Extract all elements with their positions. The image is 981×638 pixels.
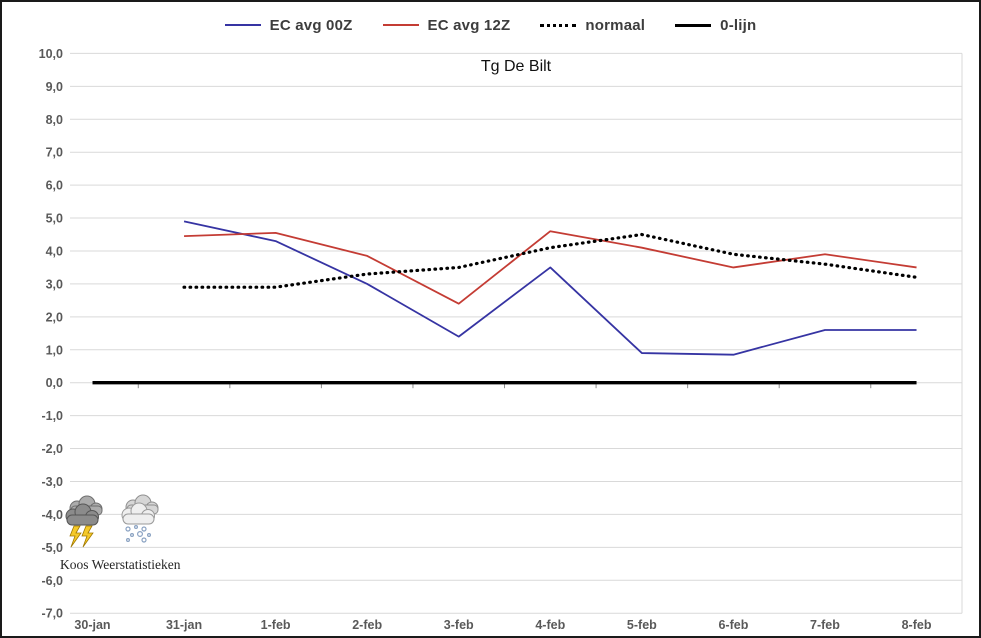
legend-item-ec-avg-00z: EC avg 00Z [224, 16, 353, 34]
y-axis-tick-label: -5,0 [41, 541, 63, 555]
x-axis-tick-label: 7-feb [810, 618, 840, 632]
y-axis-tick-label: 4,0 [46, 244, 63, 258]
y-axis-tick-label: 1,0 [46, 343, 63, 357]
x-axis-tick-label: 3-feb [444, 618, 474, 632]
y-axis-tick-label: -3,0 [41, 475, 63, 489]
y-axis-tick-label: -1,0 [41, 409, 63, 423]
chart-title: Tg De Bilt [480, 58, 552, 75]
legend-label: EC avg 00Z [269, 16, 353, 34]
y-axis-tick-label: 2,0 [46, 310, 63, 324]
x-axis-tick-label: 4-feb [535, 618, 565, 632]
thunderstorm-icon [65, 495, 103, 548]
legend-label: 0-lijn [720, 16, 757, 34]
y-axis-tick-label: 7,0 [46, 146, 63, 160]
legend-line-sample-ec-avg-12z [382, 24, 419, 26]
y-axis-tick-label: 5,0 [46, 212, 63, 226]
y-axis-tick-label: 6,0 [46, 179, 63, 193]
legend-label: normaal [585, 16, 646, 34]
y-axis-tick-label: -2,0 [41, 442, 63, 456]
x-axis-tick-label: 5-feb [627, 618, 657, 632]
x-axis-tick-label: 30-jan [74, 618, 110, 632]
legend-item-ec-avg-12z: EC avg 12Z [382, 16, 511, 34]
legend-line-sample-ec-avg-00z [224, 24, 261, 26]
legend-item-normaal: normaal [540, 17, 645, 34]
y-axis-tick-label: -4,0 [41, 508, 63, 522]
x-axis-tick-label: 8-feb [902, 618, 932, 632]
branding-caption: Koos Weerstatistieken [60, 557, 181, 572]
legend-label: EC avg 12Z [427, 16, 511, 34]
y-axis-tick-label: -6,0 [41, 574, 63, 588]
legend-line-sample-normaal [540, 23, 577, 27]
y-axis-tick-label: 10,0 [39, 47, 63, 61]
y-axis-tick-label: 0,0 [46, 376, 63, 390]
branding-block: Koos Weerstatistieken [60, 494, 220, 573]
y-axis-tick-label: -7,0 [41, 607, 63, 621]
legend-item-0-lijn: 0-lijn [675, 17, 756, 34]
y-axis-tick-label: 3,0 [46, 277, 63, 291]
x-axis-tick-label: 6-feb [718, 618, 748, 632]
x-axis-tick-label: 2-feb [352, 618, 382, 632]
series-line-normaal [182, 232, 919, 289]
legend-line-sample-0-lijn [675, 23, 712, 27]
series-line-ec-avg-12z [184, 230, 917, 305]
x-axis-tick-label: 31-jan [166, 618, 202, 632]
x-axis-tick-label: 1-feb [261, 618, 291, 632]
series-line-ec-avg-00z [183, 220, 917, 356]
snow-shower-icon [121, 494, 159, 543]
y-axis-tick-label: 9,0 [46, 80, 63, 94]
y-axis-tick-label: 8,0 [46, 113, 63, 127]
chart-legend: EC avg 00Z EC avg 12Z normaal 0-lijn [2, 10, 979, 40]
